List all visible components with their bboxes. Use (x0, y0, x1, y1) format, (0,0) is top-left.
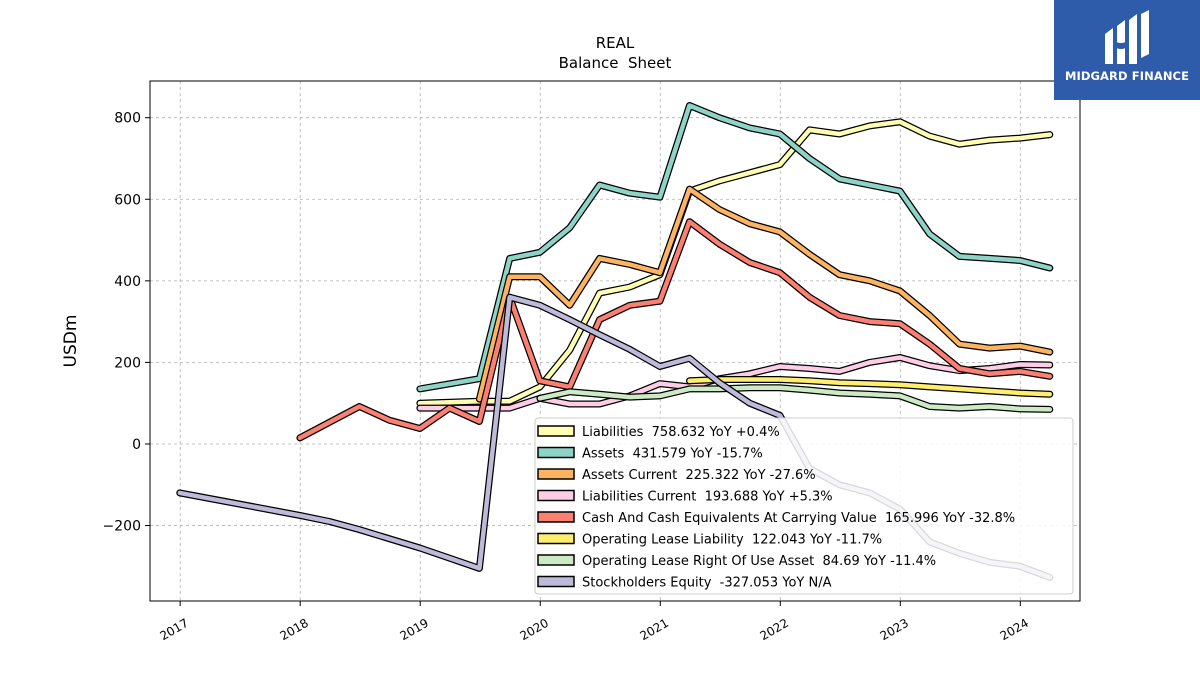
legend-swatch (537, 554, 575, 566)
series-operating-lease-liability (686, 376, 1054, 398)
legend-label: Assets 431.579 YoY -15.7% (582, 447, 763, 462)
y-axis-label: USDm (61, 315, 81, 368)
x-tick-label: 2024 (998, 616, 1031, 643)
series-line (297, 219, 1053, 441)
series-liabilities (416, 118, 1054, 407)
x-tick-label: 2018 (277, 616, 310, 643)
x-tick-label: 2023 (878, 616, 911, 643)
x-tick-label: 2020 (518, 616, 551, 643)
series-operating-lease-right-of-use-asset (536, 384, 1054, 413)
legend-label: Cash And Cash Equivalents At Carrying Va… (582, 511, 1015, 526)
midgard-logo-icon (1105, 10, 1149, 64)
legend: Liabilities 758.632 YoY +0.4% Assets 431.… (534, 417, 1074, 595)
series-line (537, 385, 1053, 412)
legend-swatch (537, 425, 575, 437)
series-liabilities-current (416, 354, 1054, 412)
x-tick-label: 2019 (397, 616, 430, 643)
y-tick-label: 600 (114, 192, 141, 208)
y-tick-label: 800 (114, 111, 141, 127)
series-lines (176, 102, 1054, 581)
series-outline (416, 102, 1054, 393)
series-line (417, 119, 1053, 406)
legend-swatch (537, 468, 575, 480)
plot-frame (149, 80, 1081, 602)
chart-subtitle: Balance Sheet (559, 54, 672, 72)
legend-swatch (537, 575, 575, 588)
legend-label: Liabilities Current 193.688 YoY +5.3% (582, 490, 833, 505)
series-line (477, 186, 1053, 402)
legend-swatch (537, 489, 575, 502)
chart-title: REAL (596, 34, 635, 52)
series-assets (416, 102, 1054, 393)
legend-label: Stockholders Equity -327.053 YoY N/A (582, 576, 832, 591)
legend-label: Operating Lease Right Of Use Asset 84.69… (582, 554, 936, 569)
brand-name: MIDGARD FINANCE (1064, 69, 1190, 83)
y-tick-label: −200 (103, 519, 141, 535)
legend-swatch (537, 511, 575, 523)
series-line (417, 355, 1053, 411)
y-tick-label: 0 (132, 437, 141, 453)
legend-label: Operating Lease Liability 122.043 YoY -1… (582, 533, 882, 548)
legend-label: Assets Current 225.322 YoY -27.6% (582, 468, 816, 483)
series-line (417, 103, 1053, 392)
legend-box (534, 417, 1074, 595)
series-cash-and-cash-equivalents-at-carrying-value (296, 218, 1054, 442)
y-tick-label: 200 (114, 355, 141, 371)
x-tick-label: 2021 (638, 616, 671, 643)
legend-swatch (537, 532, 575, 545)
x-tick-label: 2022 (758, 616, 791, 643)
legend-swatch (537, 446, 575, 459)
brand-logo: MIDGARD FINANCE (1054, 0, 1200, 100)
x-tick-label: 2017 (157, 616, 190, 643)
legend-label: Liabilities 758.632 YoY +0.4% (582, 425, 780, 440)
series-line (687, 377, 1053, 397)
y-tick-label: 400 (114, 274, 141, 290)
series-assets-current (475, 185, 1054, 403)
